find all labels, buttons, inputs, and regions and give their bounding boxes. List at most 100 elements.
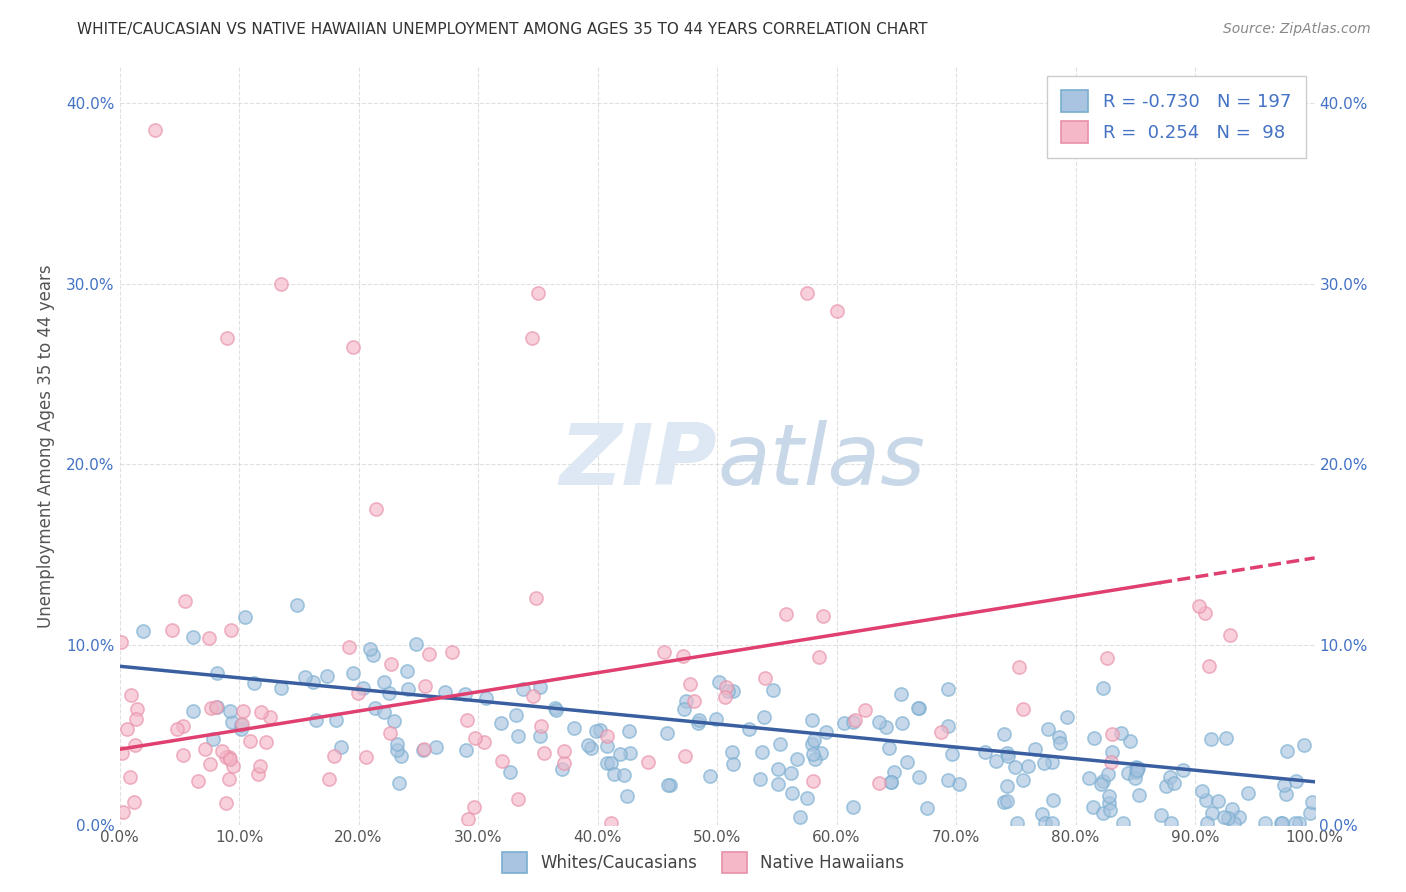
Point — [1194, 606, 1216, 620]
Point — [1199, 731, 1222, 746]
Point — [801, 738, 824, 752]
Point — [721, 756, 744, 771]
Point — [688, 713, 710, 727]
Point — [596, 756, 619, 771]
Point — [585, 724, 607, 739]
Point — [405, 637, 427, 651]
Point — [1126, 763, 1149, 777]
Point — [522, 689, 544, 703]
Point — [325, 714, 347, 728]
Point — [270, 681, 292, 695]
Point — [111, 746, 134, 760]
Point — [713, 690, 735, 705]
Point — [222, 758, 245, 772]
Point — [527, 285, 550, 300]
Point — [1220, 802, 1243, 816]
Point — [318, 772, 340, 786]
Point — [342, 340, 364, 354]
Point — [1125, 765, 1147, 780]
Point — [546, 703, 568, 717]
Point — [1191, 784, 1213, 798]
Point — [489, 716, 512, 731]
Point — [1125, 760, 1147, 774]
Point — [1116, 766, 1139, 780]
Y-axis label: Unemployment Among Ages 35 to 44 years: Unemployment Among Ages 35 to 44 years — [37, 264, 55, 628]
Point — [112, 805, 135, 819]
Point — [385, 742, 408, 756]
Point — [782, 786, 804, 800]
Point — [993, 727, 1015, 741]
Point — [380, 657, 402, 671]
Point — [675, 694, 697, 708]
Point — [508, 729, 530, 743]
Point — [896, 755, 918, 769]
Point — [205, 699, 228, 714]
Point — [1036, 723, 1059, 737]
Point — [1270, 816, 1292, 830]
Point — [305, 713, 328, 727]
Point — [1128, 788, 1150, 802]
Point — [533, 746, 555, 760]
Point — [1091, 805, 1114, 820]
Point — [1237, 786, 1260, 800]
Point — [474, 691, 496, 706]
Point — [891, 715, 914, 730]
Point — [520, 331, 543, 345]
Point — [609, 747, 631, 761]
Point — [1285, 774, 1308, 789]
Point — [1123, 771, 1146, 785]
Point — [995, 794, 1018, 808]
Point — [464, 731, 486, 746]
Point — [211, 744, 233, 758]
Point — [576, 738, 599, 752]
Point — [948, 777, 970, 791]
Point — [389, 749, 412, 764]
Point — [361, 648, 384, 662]
Point — [721, 684, 744, 698]
Point — [603, 767, 626, 781]
Point — [1284, 816, 1306, 830]
Point — [616, 789, 638, 803]
Point — [768, 737, 790, 751]
Point — [915, 801, 938, 815]
Point — [441, 645, 464, 659]
Point — [1119, 734, 1142, 748]
Point — [1098, 797, 1121, 811]
Point — [907, 701, 929, 715]
Point — [657, 726, 679, 740]
Point — [780, 765, 803, 780]
Point — [1222, 816, 1244, 830]
Point — [929, 725, 952, 739]
Point — [619, 746, 641, 760]
Point — [385, 737, 408, 751]
Point — [801, 713, 824, 727]
Point — [1288, 816, 1310, 830]
Point — [529, 719, 551, 733]
Point — [173, 594, 195, 608]
Point — [246, 767, 269, 781]
Point — [1056, 710, 1078, 724]
Point — [652, 645, 675, 659]
Point — [596, 739, 619, 753]
Point — [974, 745, 997, 759]
Point — [221, 715, 243, 730]
Point — [1275, 744, 1298, 758]
Point — [1149, 808, 1171, 822]
Point — [339, 640, 361, 655]
Point — [201, 732, 224, 747]
Point — [682, 694, 704, 708]
Point — [936, 719, 959, 733]
Point — [1198, 659, 1220, 673]
Point — [880, 774, 903, 789]
Point — [1201, 805, 1223, 820]
Point — [1049, 736, 1071, 750]
Point — [454, 687, 477, 701]
Point — [1098, 803, 1121, 817]
Point — [754, 671, 776, 685]
Point — [491, 754, 513, 768]
Point — [883, 764, 905, 779]
Point — [1154, 779, 1177, 793]
Point — [270, 277, 292, 291]
Point — [679, 677, 702, 691]
Point — [995, 779, 1018, 793]
